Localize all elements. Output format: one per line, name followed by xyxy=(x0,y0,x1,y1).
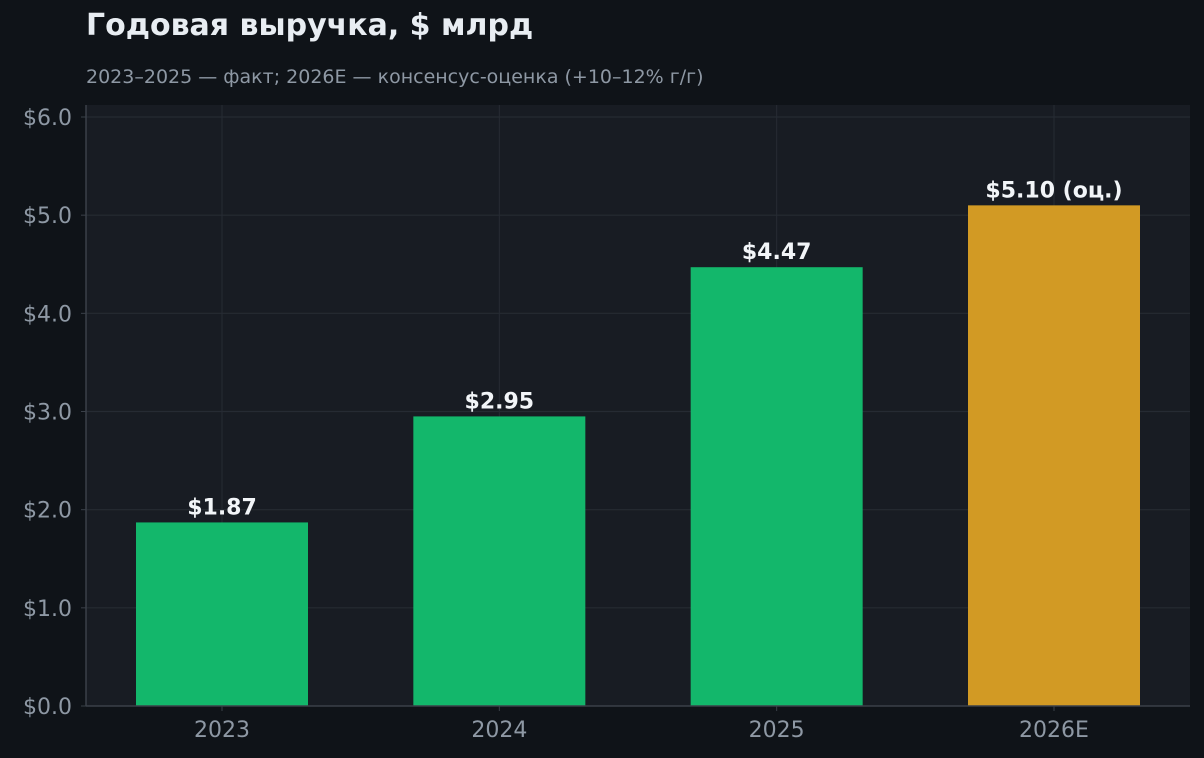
y-axis: $0.0 $1.0 $2.0 $3.0 $4.0 $5.0 $6.0 xyxy=(23,105,87,720)
bar-value-label: $5.10 (оц.) xyxy=(985,178,1122,203)
y-tick-label: $4.0 xyxy=(23,302,72,327)
bar-2026e xyxy=(968,205,1140,706)
y-tick-label: $2.0 xyxy=(23,499,72,524)
y-tick-label: $0.0 xyxy=(23,695,72,720)
y-tick-label: $5.0 xyxy=(23,204,72,229)
bar-2025 xyxy=(690,267,863,706)
bar-2023 xyxy=(136,522,308,706)
bar-value-label: $2.95 xyxy=(465,389,535,414)
x-tick-label: 2024 xyxy=(471,718,527,743)
bar-value-label: $1.87 xyxy=(187,495,257,520)
y-tick-label: $1.0 xyxy=(23,597,72,622)
x-tick-label: 2023 xyxy=(194,718,250,743)
x-tick-label: 2025 xyxy=(749,718,805,743)
value-label-layer: $1.87 $2.95 $4.47 $5.10 (оц.) xyxy=(187,178,1122,520)
bar-2024 xyxy=(413,416,586,706)
x-tick-label: 2026E xyxy=(1019,718,1089,743)
bar-value-label: $4.47 xyxy=(742,240,812,265)
chart-subtitle: 2023–2025 — факт; 2026E — консенсус-оцен… xyxy=(86,66,704,88)
bar-layer xyxy=(136,205,1140,706)
chart-title: Годовая выручка, $ млрд xyxy=(86,8,534,43)
y-tick-label: $3.0 xyxy=(23,401,72,426)
y-tick-label: $6.0 xyxy=(23,106,72,131)
x-axis: 2023 2024 2025 2026E xyxy=(86,705,1190,743)
